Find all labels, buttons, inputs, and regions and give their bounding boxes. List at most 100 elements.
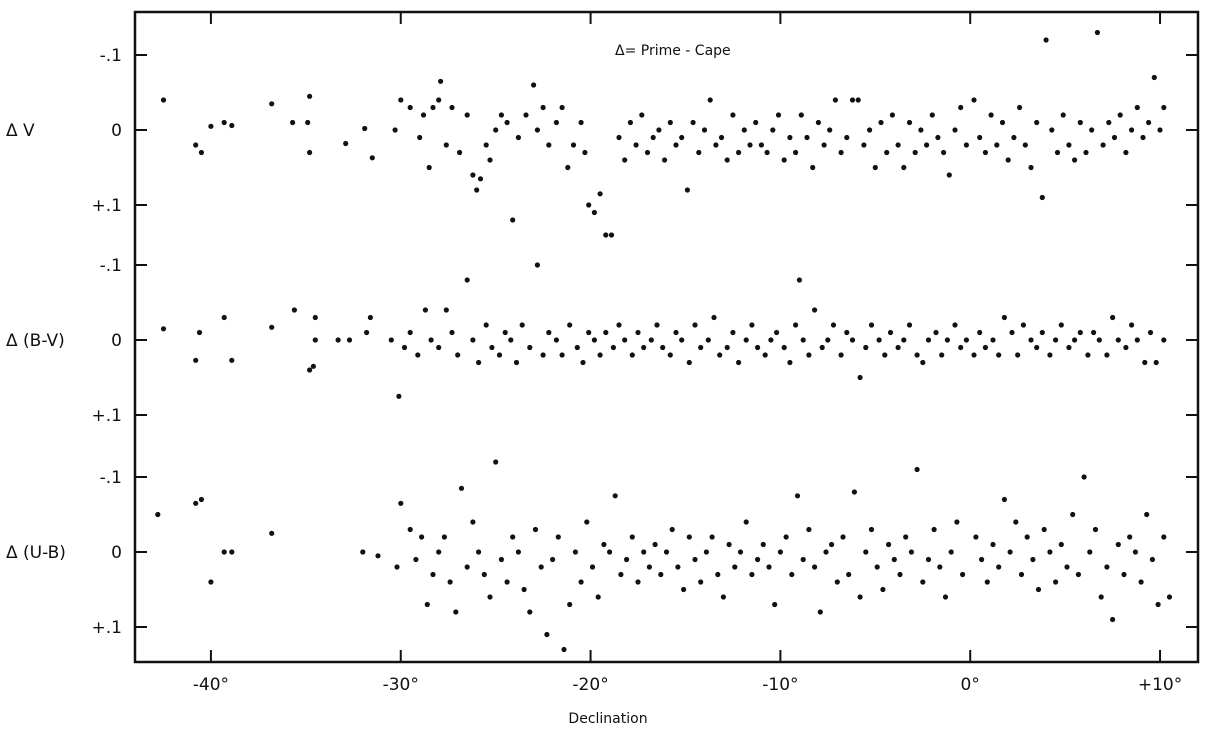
data-point	[884, 149, 890, 156]
data-point	[449, 104, 455, 111]
data-point	[988, 112, 994, 118]
data-point	[453, 609, 459, 615]
data-point	[662, 157, 668, 163]
data-point	[901, 164, 907, 171]
data-point	[555, 534, 561, 540]
data-point	[1066, 142, 1072, 148]
data-point	[709, 534, 715, 540]
data-point	[971, 97, 977, 103]
data-point	[1047, 549, 1053, 555]
data-point	[388, 337, 394, 343]
data-point	[269, 101, 275, 107]
data-point	[1077, 119, 1083, 126]
data-point	[498, 556, 504, 563]
data-point	[540, 104, 546, 111]
data-point	[586, 329, 592, 336]
data-point	[553, 119, 560, 126]
data-point	[1098, 594, 1104, 600]
data-point	[1166, 594, 1173, 600]
data-point	[1049, 127, 1055, 133]
data-point	[718, 134, 725, 141]
data-point	[891, 556, 897, 563]
data-point	[755, 344, 761, 351]
data-point	[874, 564, 880, 570]
data-point	[979, 556, 985, 563]
data-point	[660, 344, 666, 351]
data-point	[290, 119, 296, 126]
data-point	[586, 202, 592, 208]
data-point	[639, 112, 645, 118]
data-point	[1161, 534, 1167, 540]
data-point	[603, 232, 609, 238]
data-point	[457, 149, 463, 156]
data-point	[901, 337, 907, 343]
data-point	[578, 579, 584, 585]
data-point	[840, 534, 846, 540]
data-point	[770, 127, 776, 133]
data-point	[781, 344, 787, 351]
data-point	[527, 609, 533, 615]
data-point	[717, 352, 723, 358]
data-point	[1085, 352, 1091, 358]
data-point	[829, 541, 835, 548]
data-point	[806, 526, 812, 533]
data-point	[971, 352, 977, 358]
data-point	[1039, 194, 1045, 201]
data-point	[1134, 104, 1140, 111]
y-tick-label: 0	[111, 543, 122, 563]
data-point	[1077, 329, 1083, 336]
data-point	[616, 134, 622, 141]
data-point	[419, 534, 425, 540]
data-point	[597, 352, 603, 358]
data-point	[422, 307, 428, 313]
data-point	[523, 112, 529, 118]
data-point	[960, 571, 966, 578]
data-point	[229, 549, 235, 555]
data-point	[863, 344, 869, 351]
data-point	[428, 337, 434, 343]
data-point	[758, 142, 765, 148]
data-point	[476, 549, 482, 555]
data-point	[1121, 571, 1127, 578]
data-point	[346, 337, 353, 343]
data-point	[1115, 541, 1121, 548]
data-point	[817, 609, 823, 615]
data-point	[307, 149, 313, 156]
data-point	[823, 549, 829, 555]
data-point	[1138, 579, 1144, 585]
data-point	[1123, 149, 1129, 156]
data-point	[648, 337, 654, 343]
data-point	[1089, 127, 1095, 133]
data-point	[686, 359, 692, 366]
data-point	[417, 134, 423, 141]
data-point	[601, 541, 607, 548]
data-point	[1072, 337, 1078, 343]
data-point	[868, 322, 875, 328]
data-point	[952, 322, 958, 328]
data-point	[794, 493, 801, 499]
y-axis-label: Δ (U-B)	[6, 543, 66, 563]
data-point	[570, 142, 577, 148]
data-point	[863, 549, 869, 555]
data-point	[1005, 157, 1011, 163]
data-point	[830, 322, 837, 328]
data-point	[812, 307, 818, 313]
panel-2: Δ (U-B) -.1 0 +.1	[6, 459, 1198, 653]
data-point	[510, 534, 516, 540]
data-point	[889, 112, 896, 118]
data-point	[720, 594, 727, 600]
data-point	[519, 322, 525, 328]
data-point	[996, 564, 1002, 570]
data-point	[686, 534, 692, 540]
data-point	[650, 134, 656, 141]
data-point	[999, 119, 1006, 126]
panel-0: Δ V -.1 0 +.1	[6, 29, 1198, 238]
data-point	[550, 556, 556, 563]
data-point	[1111, 134, 1118, 141]
data-point	[578, 119, 584, 126]
data-point	[443, 307, 449, 313]
x-tick-label: 0°	[961, 675, 980, 695]
data-point	[559, 352, 565, 358]
data-point	[627, 119, 634, 126]
data-point	[876, 337, 882, 343]
